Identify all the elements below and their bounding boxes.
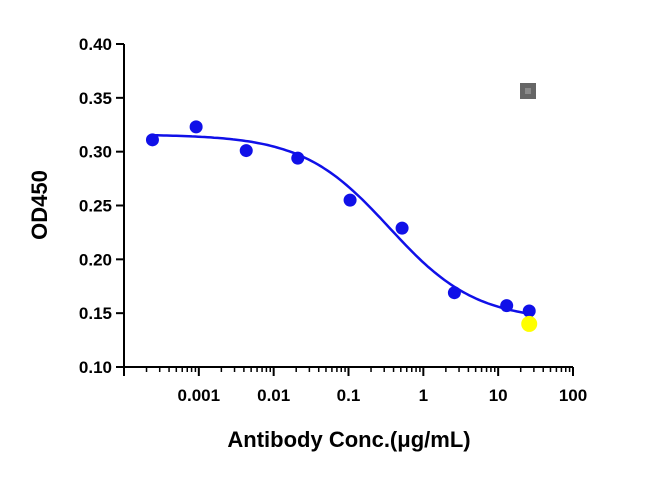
x-tick-label: 100 xyxy=(559,386,587,405)
x-tick-label: 0.1 xyxy=(337,386,361,405)
y-tick-label: 0.15 xyxy=(79,304,112,323)
x-tick-label: 1 xyxy=(419,386,428,405)
data-point xyxy=(291,151,305,165)
x-axis-title: Antibody Conc.(μg/mL) xyxy=(227,427,470,452)
y-tick-label: 0.10 xyxy=(79,358,112,377)
x-axis-ticks: 0.001 0.01 0.1 1 10 100 xyxy=(123,367,587,405)
y-axis-title: OD450 xyxy=(27,170,52,240)
data-points xyxy=(145,120,538,332)
data-point xyxy=(145,133,159,147)
x-tick-label: 0.001 xyxy=(178,386,221,405)
data-point xyxy=(239,144,253,158)
data-point xyxy=(189,120,203,134)
data-point xyxy=(447,286,461,300)
y-tick-label: 0.30 xyxy=(79,143,112,162)
legend-marker-inner xyxy=(525,88,531,94)
y-tick-label: 0.25 xyxy=(79,197,112,216)
legend xyxy=(520,83,536,99)
fit-curve xyxy=(150,133,530,315)
y-tick-label: 0.35 xyxy=(79,89,112,108)
highlight-point xyxy=(521,315,538,332)
data-point xyxy=(343,193,357,207)
x-tick-label: 10 xyxy=(489,386,508,405)
data-point xyxy=(522,304,536,318)
data-point xyxy=(500,299,514,313)
data-point xyxy=(395,221,409,235)
y-axis-ticks: 0.10 0.15 0.20 0.25 0.30 0.35 0.40 xyxy=(79,35,124,377)
x-tick-label: 0.01 xyxy=(257,386,290,405)
y-tick-label: 0.20 xyxy=(79,250,112,269)
y-tick-label: 0.40 xyxy=(79,35,112,54)
